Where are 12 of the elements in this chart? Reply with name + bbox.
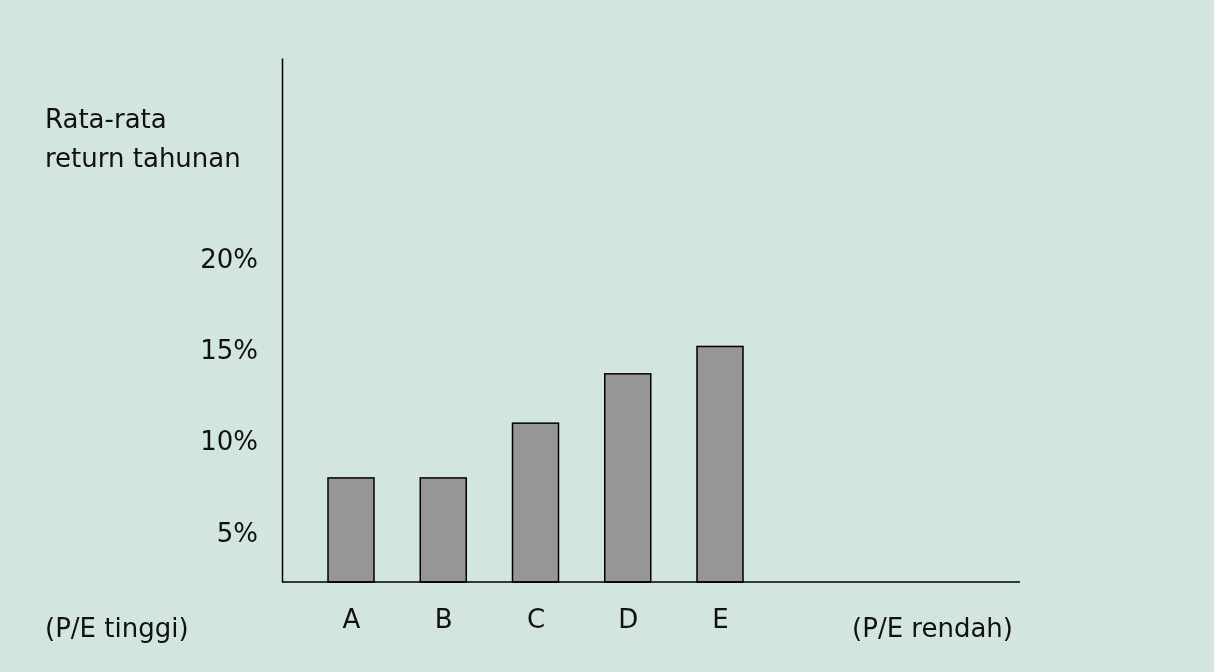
- x-tick-label: A: [342, 604, 361, 635]
- text: (P/E tinggi): [45, 613, 189, 643]
- y-tick-label: 10%: [200, 426, 258, 457]
- y-axis-title: Rata-rata return tahunan: [45, 104, 241, 173]
- x-tick-label: D: [618, 604, 639, 635]
- y-tick-label: 20%: [200, 243, 258, 274]
- x-tick-label: C: [526, 604, 546, 635]
- y-tick-label: 15%: [200, 334, 258, 365]
- text: (P/E rendah): [852, 613, 1013, 643]
- x-tick-label: B: [434, 604, 453, 635]
- x-tick-label: E: [712, 604, 729, 635]
- y-tick-label: 5%: [216, 517, 258, 548]
